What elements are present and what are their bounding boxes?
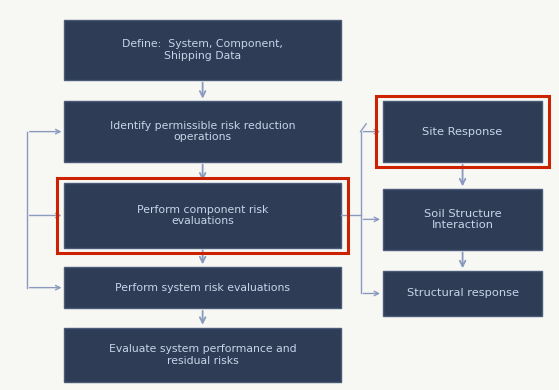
Text: Perform component risk
evaluations: Perform component risk evaluations [137,205,268,226]
Text: Identify permissible risk reduction
operations: Identify permissible risk reduction oper… [110,121,295,142]
FancyBboxPatch shape [64,20,341,80]
FancyBboxPatch shape [64,328,341,382]
Text: Site Response: Site Response [423,127,503,136]
FancyBboxPatch shape [64,101,341,162]
FancyBboxPatch shape [64,267,341,308]
Text: Evaluate system performance and
residual risks: Evaluate system performance and residual… [109,344,296,366]
Text: Perform system risk evaluations: Perform system risk evaluations [115,283,290,292]
FancyBboxPatch shape [64,183,341,248]
FancyBboxPatch shape [383,271,542,316]
FancyBboxPatch shape [383,101,542,162]
FancyBboxPatch shape [383,189,542,250]
Text: Define:  System, Component,
Shipping Data: Define: System, Component, Shipping Data [122,39,283,60]
Text: Soil Structure
Interaction: Soil Structure Interaction [424,209,501,230]
Text: Structural response: Structural response [406,289,519,298]
